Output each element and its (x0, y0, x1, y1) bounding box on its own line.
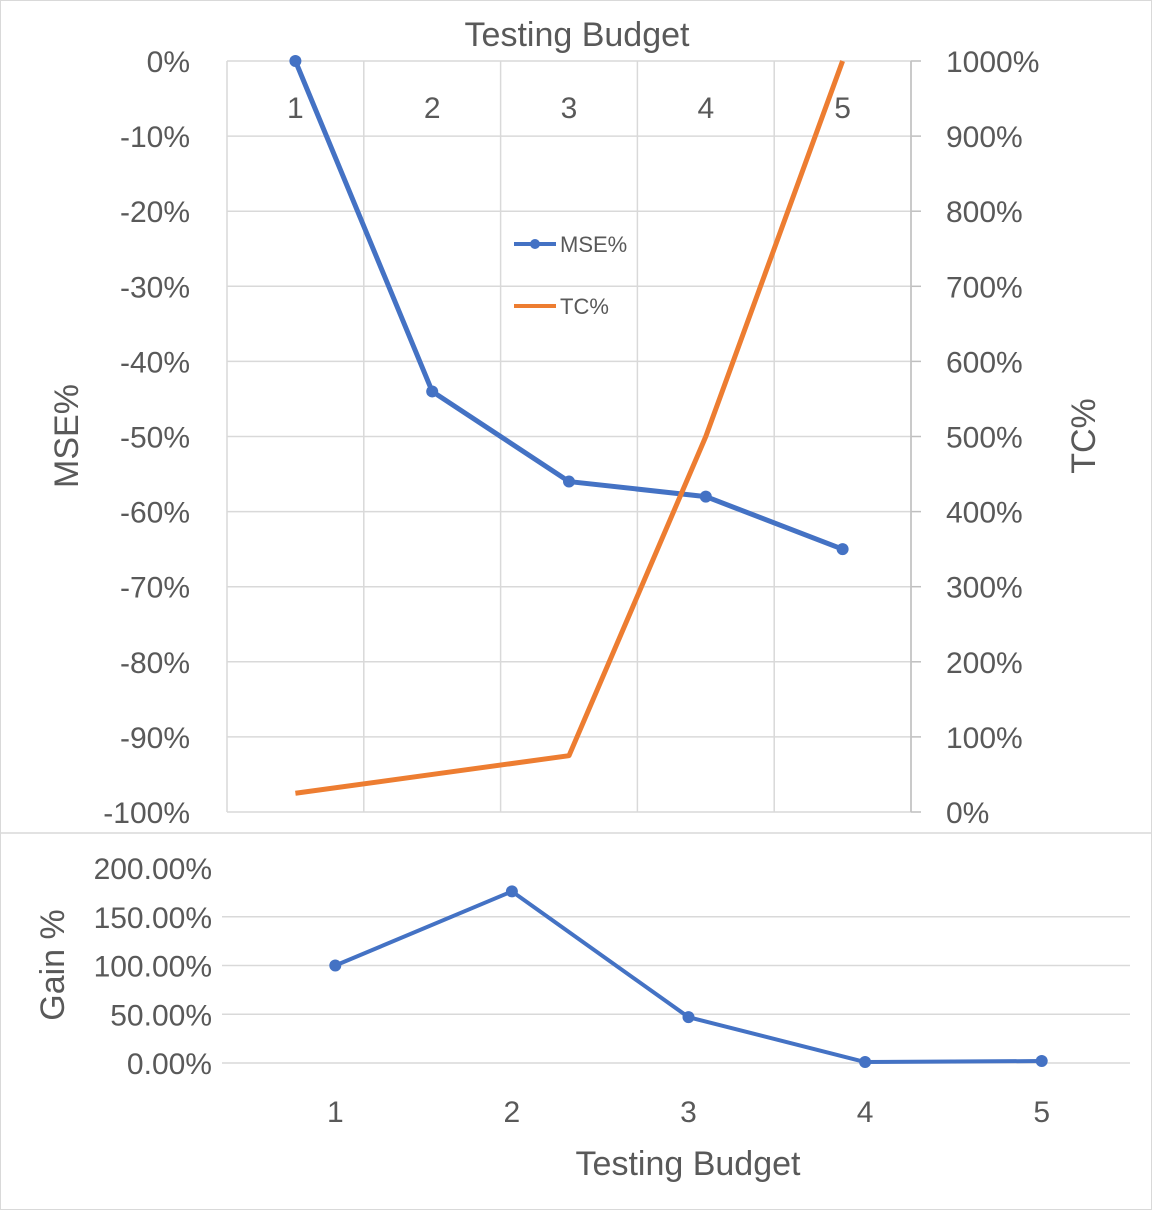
top-left-tick-label: -30% (120, 271, 190, 304)
top-right-tick-label: 1000% (946, 46, 1039, 79)
series-point-gain (682, 1011, 695, 1024)
bottom-y-tick-label: 50.00% (110, 999, 212, 1032)
series-point-gain (859, 1056, 872, 1069)
top-right-tick-label: 600% (946, 346, 1023, 379)
top-right-tick-label: 700% (946, 271, 1023, 304)
top-left-tick-label: -50% (120, 422, 190, 455)
bottom-category-label: 1 (327, 1096, 344, 1129)
top-right-tick-label: 100% (946, 722, 1023, 755)
top-right-tick-label: 300% (946, 572, 1023, 605)
legend-tc-label: TC% (560, 294, 609, 319)
legend-mse-label: MSE% (560, 232, 627, 257)
legend-mse-marker (530, 239, 540, 249)
top-right-tick-label: 500% (946, 422, 1023, 455)
top-right-tick-label: 200% (946, 647, 1023, 680)
series-point-mse (699, 490, 712, 503)
series-point-gain (1035, 1055, 1048, 1068)
top-right-axis-title: TC% (1065, 398, 1103, 474)
series-point-mse (426, 385, 439, 398)
top-left-tick-label: -10% (120, 121, 190, 154)
top-right-tick-label: 800% (946, 196, 1023, 229)
top-category-label: 1 (287, 92, 304, 125)
bottom-y-tick-label: 100.00% (94, 951, 212, 984)
top-left-tick-label: -40% (120, 346, 190, 379)
top-left-tick-label: 0% (147, 46, 190, 79)
top-left-tick-label: -70% (120, 572, 190, 605)
top-left-tick-label: -90% (120, 722, 190, 755)
top-left-axis-title: MSE% (48, 384, 86, 488)
legend: MSE% TC% (514, 232, 627, 319)
top-category-label: 3 (561, 92, 578, 125)
top-left-tick-label: -20% (120, 196, 190, 229)
top-right-tick-label: 400% (946, 497, 1023, 530)
top-category-label: 4 (697, 92, 714, 125)
top-right-tick-label: 900% (946, 121, 1023, 154)
top-left-tick-label: -100% (103, 797, 190, 830)
bottom-y-tick-label: 200.00% (94, 853, 212, 886)
bottom-y-tick-label: 150.00% (94, 902, 212, 935)
bottom-x-axis-title: Testing Budget (576, 1145, 801, 1183)
bottom-y-tick-label: 0.00% (127, 1048, 212, 1081)
top-category-label: 2 (424, 92, 441, 125)
bottom-category-label: 4 (857, 1096, 874, 1129)
top-x-axis-title: Testing Budget (465, 16, 690, 54)
series-point-mse (563, 475, 575, 488)
top-left-tick-label: -60% (120, 497, 190, 530)
bottom-y-axis-title: Gain % (34, 909, 72, 1021)
top-category-label: 5 (834, 92, 851, 125)
bottom-category-label: 2 (504, 1096, 521, 1129)
series-point-gain (505, 885, 518, 898)
series-point-mse (289, 55, 302, 67)
series-point-mse (836, 543, 849, 556)
series-line-tc (295, 60, 845, 796)
bottom-category-label: 3 (680, 1096, 697, 1129)
bottom-category-label: 5 (1033, 1096, 1050, 1129)
top-right-tick-label: 0% (946, 797, 989, 830)
top-left-tick-label: -80% (120, 647, 190, 680)
series-point-gain (329, 959, 342, 972)
